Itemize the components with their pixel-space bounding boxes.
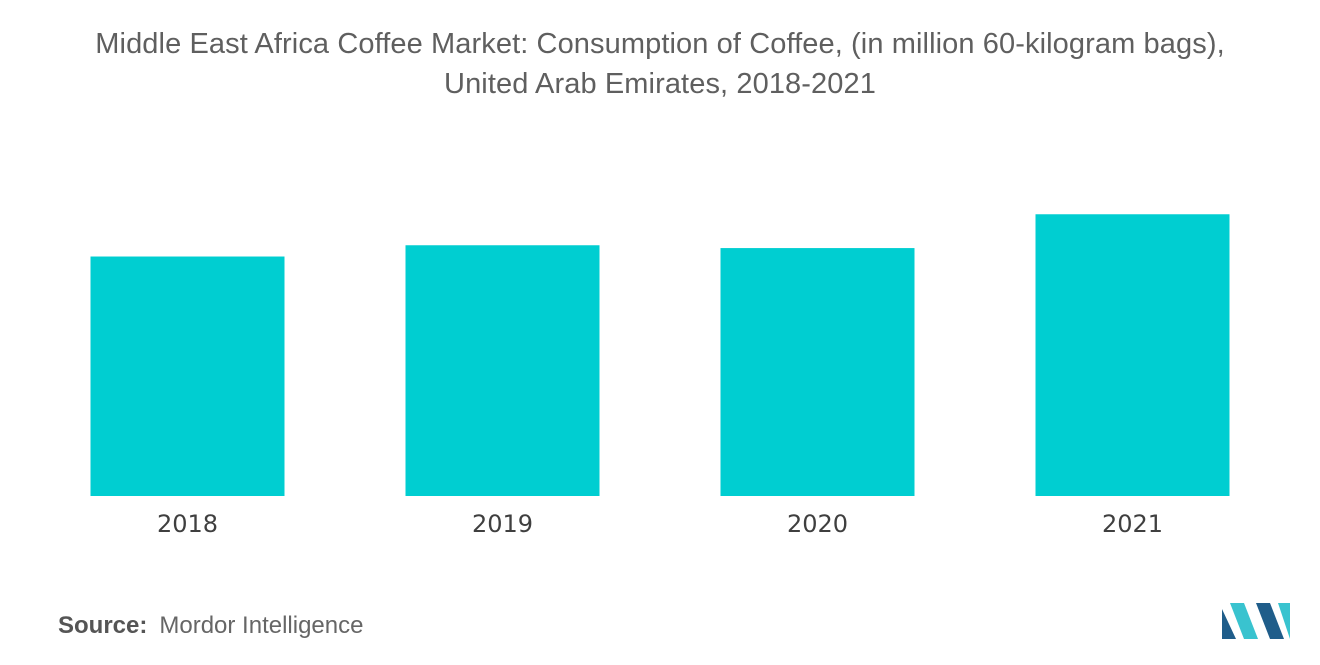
x-tick-label-2019: 2019 <box>472 510 533 538</box>
bar-2019 <box>405 245 600 496</box>
logo-shape-right <box>1278 603 1290 639</box>
x-tick-label-2018: 2018 <box>157 510 218 538</box>
mordor-intelligence-logo-icon <box>1222 603 1290 639</box>
chart-title-line-2: United Arab Emirates, 2018-2021 <box>444 68 876 100</box>
logo-shape-mid-right <box>1256 603 1284 639</box>
x-tick-label-2020: 2020 <box>787 510 848 538</box>
bar-2021 <box>1035 214 1230 496</box>
x-tick-label-2021: 2021 <box>1102 510 1163 538</box>
logo-shape-mid-left <box>1230 603 1258 639</box>
logo-shape-left <box>1222 609 1236 639</box>
bar-2020 <box>720 248 915 496</box>
chart-title-line-1: Middle East Africa Coffee Market: Consum… <box>95 28 1225 60</box>
source-value: Mordor Intelligence <box>159 612 364 639</box>
bar-2018 <box>90 256 285 496</box>
chart-title: Middle East Africa Coffee Market: Consum… <box>0 24 1320 104</box>
source-label: Source: <box>58 612 148 639</box>
source-note: Source: Mordor Intelligence <box>58 612 363 640</box>
